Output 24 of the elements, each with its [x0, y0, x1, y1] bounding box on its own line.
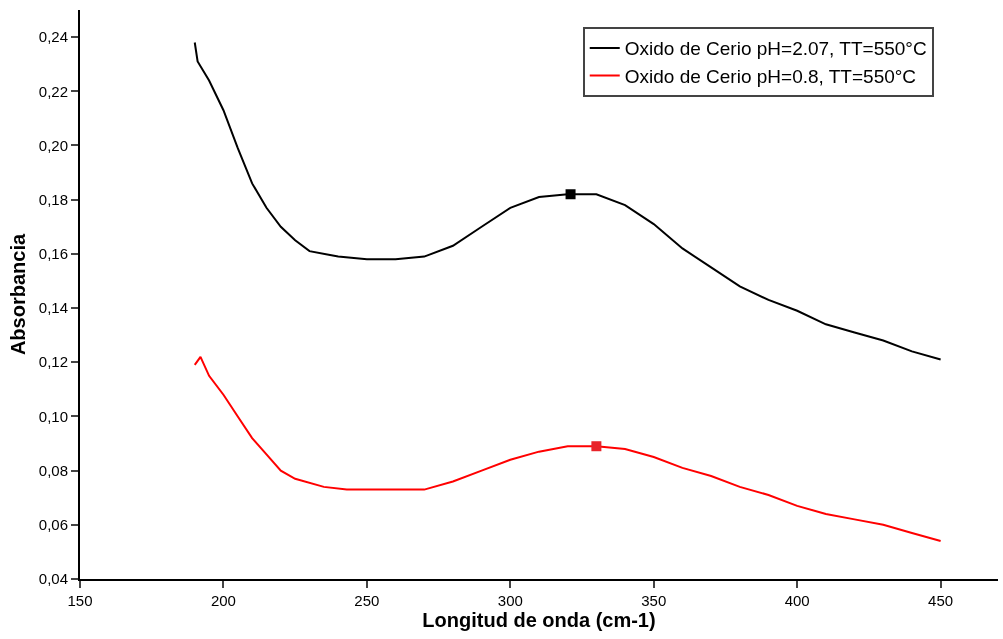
y-tick-label: 0,24 — [38, 28, 68, 46]
y-tick-label: 0,10 — [38, 407, 68, 425]
x-tick-label: 250 — [354, 592, 380, 609]
x-tick-label: 200 — [210, 592, 236, 609]
y-tick-label: 0,06 — [38, 516, 68, 534]
line-series — [193, 355, 942, 543]
y-tick-label: 0,16 — [38, 245, 68, 263]
line-series — [193, 41, 942, 361]
x-tick-label: 350 — [641, 592, 667, 609]
x-tick-label: 450 — [928, 592, 954, 609]
y-tick-label: 0,14 — [38, 299, 68, 317]
y-tick-label: 0,04 — [38, 570, 68, 588]
y-tick-label: 0,20 — [38, 136, 68, 154]
x-tick-label: 150 — [67, 592, 93, 609]
y-tick-label: 0,08 — [38, 461, 68, 479]
y-tick-label: 0,22 — [38, 82, 68, 100]
x-axis-title: Longitud de onda (cm-1) — [422, 609, 656, 631]
x-tick-label: 400 — [784, 592, 810, 609]
legend-label: Oxido de Cerio pH=2.07, TT=550°C — [624, 38, 927, 60]
y-tick-label: 0,18 — [38, 190, 68, 208]
y-tick-label: 0,12 — [38, 353, 68, 371]
x-tick-label: 300 — [497, 592, 523, 609]
legend-label: Oxido de Cerio pH=0.8, TT=550°C — [624, 66, 917, 88]
y-axis-title: Absorbancia — [6, 233, 29, 356]
